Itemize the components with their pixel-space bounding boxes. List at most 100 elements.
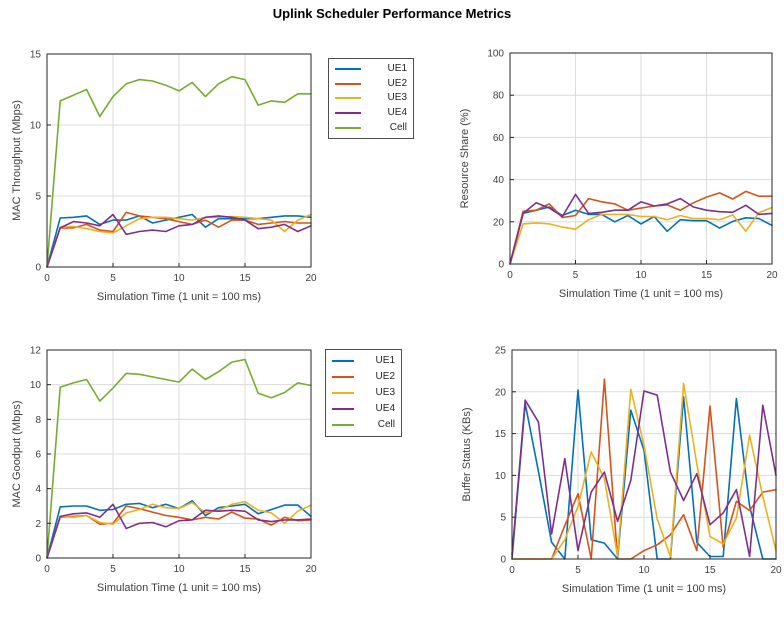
buffer-status-chart: 0 5 10 15 20 0 5 10 15 20 25 Simulation Time (1 uni…	[461, 346, 782, 596]
y-tick-label: 100	[487, 49, 504, 60]
legend-label: UE2	[387, 77, 407, 89]
legend-line-swatch	[335, 112, 361, 115]
legend-entry-UE1: UE1	[332, 356, 395, 366]
y-tick-label: 15	[495, 429, 507, 440]
legend-label: UE1	[387, 63, 407, 75]
legend-label: UE3	[375, 387, 395, 398]
x-tick-label: 15	[704, 565, 716, 576]
x-tick-label: 15	[701, 270, 713, 281]
y-tick-label: 20	[493, 217, 505, 228]
legend-entry-UE2: UE2	[332, 372, 395, 382]
mac-throughput-chart: 0 5 10 15 20 0 5 10 15 Simulation Time (1 unit = …	[11, 50, 317, 304]
x-axis-label: Simulation Time (1 unit = 100 ms)	[97, 291, 261, 303]
y-tick-label: 20	[495, 387, 507, 398]
y-tick-label: 10	[30, 380, 42, 391]
legend-label: Cell	[389, 121, 407, 133]
y-tick-label: 0	[35, 554, 41, 565]
legend-line-swatch	[332, 360, 354, 362]
y-tick-label: 10	[30, 121, 42, 132]
legend-entry-Cell: Cell	[335, 121, 407, 133]
x-tick-label: 0	[507, 270, 513, 281]
x-tick-label: 15	[239, 564, 251, 575]
legend-label: UE4	[387, 107, 407, 119]
legend-line-swatch	[335, 126, 361, 129]
legend-line-swatch	[332, 392, 354, 394]
resource-share-chart: 0 5 10 15 20 0 20 40 60 80 100 Simulation Time (1 u…	[459, 49, 778, 301]
series-line-UE3	[46, 213, 312, 268]
y-tick-label: 5	[500, 513, 506, 524]
series-line-UE4	[46, 213, 312, 268]
y-tick-label: 6	[35, 450, 41, 461]
y-tick-label: 80	[493, 91, 505, 102]
y-tick-label: 0	[35, 263, 41, 274]
x-axis-label: Simulation Time (1 unit = 100 ms)	[562, 583, 726, 595]
y-tick-label: 15	[30, 50, 42, 61]
series-line-UE1	[46, 213, 312, 268]
y-tick-label: 0	[500, 555, 506, 566]
x-tick-label: 0	[44, 273, 50, 284]
legend-label: UE1	[375, 355, 395, 366]
y-axis-label: Resource Share (%)	[459, 109, 471, 209]
legend-entry-UE4: UE4	[335, 108, 407, 118]
legend-label: UE3	[387, 92, 407, 104]
legend-entry-Cell: Cell	[332, 420, 395, 430]
series-line-UE2	[509, 190, 773, 265]
x-tick-label: 10	[635, 270, 647, 281]
legend-entry-UE2: UE2	[335, 77, 407, 89]
legend-label: UE2	[375, 371, 395, 382]
legend-line-swatch	[332, 376, 354, 378]
legend-goodput: UE1 UE2 UE3 UE4 Cell	[325, 349, 402, 437]
legend-entry-UE3: UE3	[332, 388, 395, 398]
x-tick-label: 20	[770, 565, 782, 576]
y-tick-label: 25	[495, 346, 507, 357]
y-tick-label: 60	[493, 133, 505, 144]
series-line-UE2	[46, 211, 312, 268]
mac-goodput-plot: 0 5 10 15 20 0 2 4 6 8 10 12 Simulation Time (1 unit…	[7, 338, 327, 609]
x-tick-label: 20	[305, 273, 317, 284]
legend-line-swatch	[332, 424, 354, 426]
y-tick-label: 10	[495, 471, 507, 482]
series-line-UE1	[509, 206, 773, 265]
legend-throughput: UE1 UE2 UE3 UE4 Cell	[328, 58, 414, 139]
y-axis-label: Buffer Status (KBs)	[461, 408, 473, 502]
series-line-Cell	[46, 358, 312, 559]
x-axis-label: Simulation Time (1 unit = 100 ms)	[97, 582, 261, 594]
x-tick-label: 15	[239, 273, 251, 284]
y-tick-label: 2	[35, 519, 41, 530]
y-tick-label: 5	[35, 192, 41, 203]
legend-line-swatch	[335, 82, 361, 85]
x-tick-label: 20	[305, 564, 317, 575]
series-line-UE4	[509, 193, 773, 265]
series-line-UE3	[46, 500, 312, 559]
buffer-status-plot: 0 5 10 15 20 0 5 10 15 20 25 Simulation Time (1 uni…	[457, 338, 784, 610]
resource-share-plot: 0 5 10 15 20 0 20 40 60 80 100 Simulation Time (1 u…	[455, 41, 784, 315]
legend-line-swatch	[335, 97, 361, 100]
legend-entry-UE1: UE1	[335, 64, 407, 74]
y-tick-label: 8	[35, 415, 41, 426]
x-tick-label: 5	[110, 564, 116, 575]
legend-line-swatch	[332, 408, 354, 410]
x-tick-label: 10	[173, 564, 185, 575]
legend-line-swatch	[335, 68, 361, 71]
y-tick-label: 12	[30, 346, 42, 357]
y-tick-label: 40	[493, 175, 505, 186]
figure-title: Uplink Scheduler Performance Metrics	[272, 6, 512, 21]
series-line-UE3	[511, 382, 777, 560]
y-tick-label: 0	[498, 260, 504, 271]
x-tick-label: 20	[766, 270, 778, 281]
legend-label: Cell	[377, 419, 395, 430]
series-line-UE3	[509, 206, 773, 265]
y-axis-label: MAC Throughput (Mbps)	[11, 100, 23, 221]
mac-goodput-chart: 0 5 10 15 20 0 2 4 6 8 10 12 Simulation Time (1 unit…	[11, 346, 317, 595]
series-line-UE4	[46, 503, 312, 559]
series-line-UE4	[511, 390, 777, 558]
x-tick-label: 10	[173, 273, 185, 284]
series-line-Cell	[46, 75, 312, 268]
legend-entry-UE3: UE3	[335, 93, 407, 103]
y-axis-label: MAC Goodput (Mbps)	[11, 401, 23, 508]
legend-entry-UE4: UE4	[332, 404, 395, 414]
x-axis-label: Simulation Time (1 unit = 100 ms)	[559, 288, 723, 300]
x-tick-label: 5	[573, 270, 579, 281]
x-tick-label: 5	[110, 273, 116, 284]
